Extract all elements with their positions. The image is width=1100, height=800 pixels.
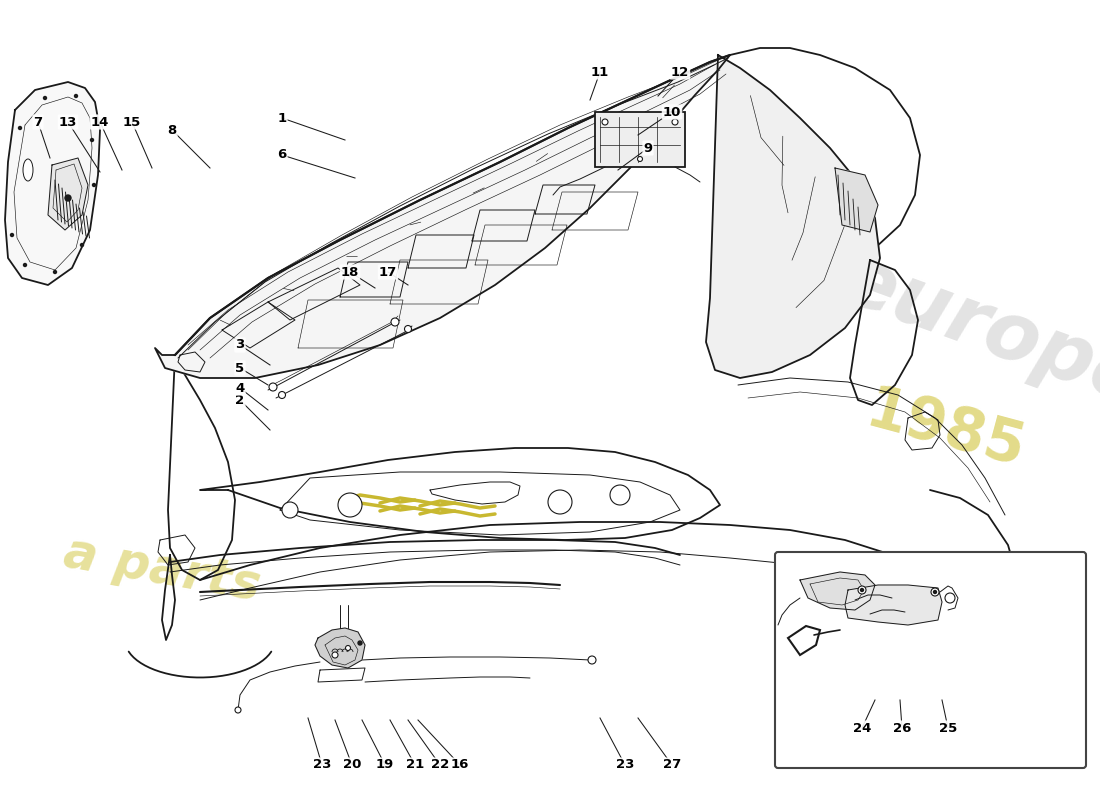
Text: 2: 2: [235, 394, 244, 406]
Text: 26: 26: [893, 722, 911, 734]
Text: 19: 19: [376, 758, 394, 771]
Circle shape: [931, 588, 939, 596]
FancyBboxPatch shape: [776, 552, 1086, 768]
Polygon shape: [800, 572, 874, 610]
Text: 9: 9: [644, 142, 652, 154]
Circle shape: [602, 119, 608, 125]
Circle shape: [345, 646, 351, 650]
Text: 5: 5: [235, 362, 244, 374]
Circle shape: [358, 641, 362, 645]
Text: 4: 4: [235, 382, 244, 394]
Polygon shape: [6, 82, 100, 285]
Text: 17: 17: [378, 266, 397, 278]
Circle shape: [548, 490, 572, 514]
Circle shape: [588, 656, 596, 664]
Circle shape: [90, 138, 94, 142]
Circle shape: [54, 270, 56, 274]
Text: 27: 27: [663, 758, 681, 771]
Text: 20: 20: [343, 758, 361, 771]
Text: 8: 8: [167, 123, 177, 137]
Circle shape: [282, 502, 298, 518]
Circle shape: [270, 383, 277, 391]
Polygon shape: [48, 158, 88, 230]
Text: 3: 3: [235, 338, 244, 351]
Text: a parts: a parts: [60, 529, 264, 611]
Text: 23: 23: [312, 758, 331, 771]
Text: 11: 11: [591, 66, 609, 78]
Circle shape: [638, 157, 642, 162]
Text: 12: 12: [671, 66, 689, 78]
Text: 13: 13: [58, 115, 77, 129]
Text: 25: 25: [939, 722, 957, 734]
Circle shape: [860, 589, 864, 591]
Polygon shape: [315, 628, 365, 668]
Circle shape: [11, 234, 13, 237]
Text: 24: 24: [852, 722, 871, 734]
Circle shape: [338, 493, 362, 517]
Text: 15: 15: [123, 115, 141, 129]
FancyBboxPatch shape: [595, 112, 685, 167]
Circle shape: [934, 590, 936, 594]
Text: 6: 6: [277, 149, 287, 162]
Text: 14: 14: [91, 115, 109, 129]
Polygon shape: [845, 585, 942, 625]
Polygon shape: [155, 55, 730, 378]
Text: 16: 16: [451, 758, 470, 771]
Text: 18: 18: [341, 266, 360, 278]
Circle shape: [390, 318, 399, 326]
Circle shape: [610, 485, 630, 505]
Ellipse shape: [23, 159, 33, 181]
Circle shape: [80, 243, 84, 246]
Text: 1985: 1985: [860, 382, 1032, 478]
Circle shape: [858, 586, 866, 594]
Text: 7: 7: [33, 115, 43, 129]
Text: 23: 23: [616, 758, 635, 771]
Polygon shape: [706, 55, 880, 378]
Circle shape: [65, 195, 72, 201]
Text: 21: 21: [406, 758, 425, 771]
Circle shape: [44, 97, 46, 99]
Circle shape: [92, 183, 96, 186]
Circle shape: [405, 326, 411, 333]
Circle shape: [235, 707, 241, 713]
Circle shape: [75, 94, 77, 98]
Circle shape: [23, 263, 26, 266]
Text: europes: europes: [830, 241, 1100, 439]
Circle shape: [945, 593, 955, 603]
Circle shape: [332, 652, 338, 658]
Circle shape: [278, 391, 286, 398]
Polygon shape: [835, 168, 878, 232]
Circle shape: [672, 119, 678, 125]
Text: 10: 10: [663, 106, 681, 118]
Text: 22: 22: [431, 758, 449, 771]
Circle shape: [19, 126, 22, 130]
Text: 1: 1: [277, 111, 287, 125]
